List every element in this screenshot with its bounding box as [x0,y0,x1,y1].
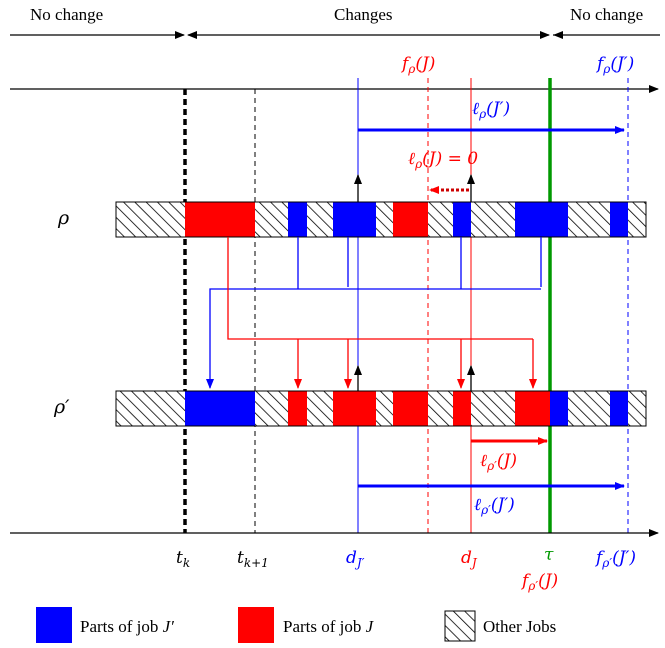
legend-swatch-blue [36,607,72,643]
schedule-segment-red [453,391,471,426]
d-j-prime-label: dJ′ [346,548,365,570]
schedule-row-outline [115,201,647,238]
schedule-segment-blue [515,202,568,237]
schedule-segment-blue [610,391,628,426]
header-changes: Changes [334,5,393,24]
schedule-segment-hatch [568,202,610,237]
schedule-segment-hatch [376,391,393,426]
schedule-segment-hatch [307,202,333,237]
schedule-segment-red [393,202,428,237]
schedule-segment-hatch [428,391,453,426]
schedule-segment-hatch [376,202,393,237]
schedule-segment-blue [550,391,568,426]
schedule-segment-hatch [568,391,610,426]
header-ranges: No change Changes No change [10,5,660,39]
d-j-label: dJ [461,548,478,570]
schedule-segment-red [288,391,307,426]
ell-rho-prime-j-label: ℓρ′(J) [480,451,517,473]
schedule-row-outline [115,390,647,427]
t-k1-label: tk+1 [237,548,269,570]
schedule-segment-hatch [255,202,288,237]
schedule-segment-blue [610,202,628,237]
f-rho-prime-j-prime-label: fρ′(J′) [594,548,636,570]
schedule-segment-hatch [471,202,515,237]
legend-label-hatch: Other Jobs [483,617,556,636]
header-no-change-left: No change [30,5,103,24]
header-no-change-right: No change [570,5,643,24]
schedule-segment-red [333,391,376,426]
schedule-segment-red [393,391,428,426]
ell-rho-j-prime-label: ℓρ(J′) [472,99,510,121]
schedule-segment-hatch [428,202,453,237]
legend-label-red: Parts of job J [283,617,375,636]
schedule-segment-blue [185,391,255,426]
red-reassignment-arrows [227,237,537,389]
schedule-segment-hatch [307,391,333,426]
ell-rho-j-zero-label: ℓρ(J) = 0 [408,149,478,171]
legend-swatch-red [238,607,274,643]
schedule-segment-hatch [255,391,288,426]
schedule-segment-red [515,391,550,426]
schedule-segment-hatch [116,202,185,237]
schedule-row-rho [115,201,647,238]
schedule-segment-blue [333,202,376,237]
schedule-row-rho-prime [115,390,647,427]
schedule-segment-red [185,202,255,237]
no-change-right-arrowhead [553,31,563,39]
schedule-segment-hatch [628,202,646,237]
legend-swatch-hatch [444,610,476,642]
schedule-segment-blue [288,202,307,237]
t-k-label: tk [176,548,190,570]
schedule-segment-blue [453,202,471,237]
f-rho-prime-j-label: fρ′(J) [520,571,558,593]
schedule-segment-hatch [471,391,515,426]
schedule-segment-hatch [116,391,185,426]
blue-reassignment-arrows [206,237,542,389]
legend: Parts of job J′ Parts of job J Other Job… [36,607,556,643]
f-rho-j-prime-label: fρ(J′) [595,54,634,76]
f-rho-j-label: fρ(J) [400,54,435,76]
row-label-rho: ρ [57,207,70,229]
schedule-segment-hatch [628,391,646,426]
legend-label-blue: Parts of job J′ [80,617,174,636]
tau-label: τ [544,545,554,565]
row-label-rho-prime: ρ′ [53,396,70,418]
ell-rho-prime-j-prime-label: ℓρ′(J′) [474,495,515,517]
